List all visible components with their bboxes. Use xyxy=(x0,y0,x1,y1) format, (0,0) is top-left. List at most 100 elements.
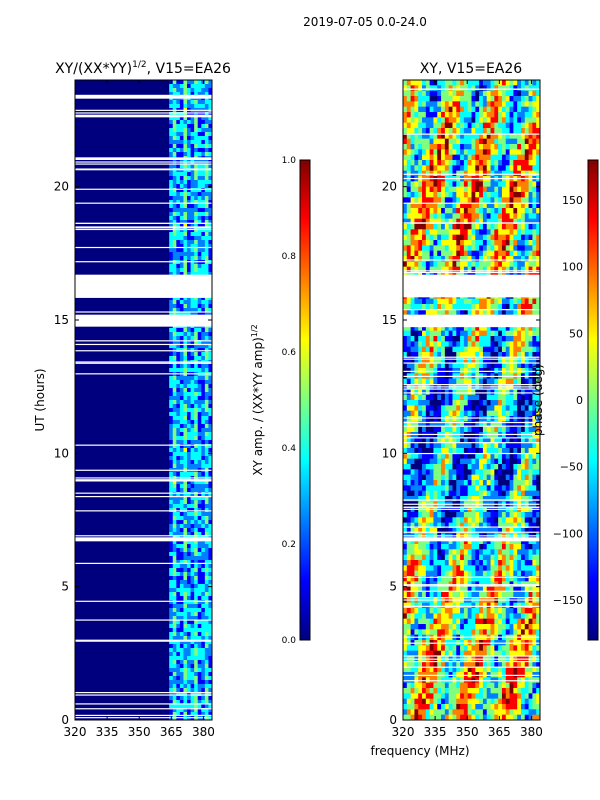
left-heatmap-cell xyxy=(172,540,177,545)
right-heatmap-cell xyxy=(490,421,495,428)
left-heatmap-cell xyxy=(190,184,195,189)
left-heatmap-cell xyxy=(169,460,174,465)
left-heatmap-cell xyxy=(204,272,209,277)
left-heatmap-cell xyxy=(179,416,184,421)
right-heatmap-cell xyxy=(517,512,522,518)
right-heatmap-cell xyxy=(463,400,469,406)
right-heatmap-cell xyxy=(490,218,495,225)
right-heatmap-cell xyxy=(425,469,431,476)
data-gap-line xyxy=(75,246,212,249)
right-heatmap-cell xyxy=(528,490,533,497)
data-gap-line xyxy=(75,168,212,170)
right-heatmap-cell xyxy=(498,330,503,337)
left-heatmap-cell xyxy=(197,548,202,553)
left-heatmap-cell xyxy=(187,116,192,121)
right-heatmap-cell xyxy=(414,170,419,177)
left-heatmap-cell xyxy=(187,656,192,661)
left-heatmap-cell xyxy=(169,672,174,677)
right-heatmap-cell xyxy=(456,496,461,502)
right-heatmap-cell xyxy=(410,442,415,449)
right-heatmap-cell xyxy=(486,458,492,465)
left-heatmap-cell xyxy=(194,704,199,709)
right-heatmap-cell xyxy=(456,213,461,220)
right-heatmap-cell xyxy=(418,117,423,124)
right-heatmap-cell xyxy=(509,410,514,417)
right-heatmap-cell xyxy=(437,448,442,454)
right-heatmap-cell xyxy=(433,517,438,524)
left-heatmap-cell xyxy=(172,100,177,105)
right-heatmap-cell xyxy=(520,266,526,273)
left-heatmap-cell xyxy=(179,220,184,225)
right-heatmap-cell xyxy=(536,426,540,433)
right-heatmap-cell xyxy=(463,106,469,113)
right-heatmap-cell xyxy=(463,138,469,145)
right-heatmap-cell xyxy=(475,405,480,412)
right-heatmap-cell xyxy=(460,96,465,102)
right-heatmap-cell xyxy=(463,128,469,134)
right-heatmap-cell xyxy=(460,229,465,236)
left-heatmap-cell xyxy=(183,80,188,85)
right-heatmap-cell xyxy=(501,448,507,454)
left-heatmap-cell xyxy=(194,176,199,181)
right-heatmap-cell xyxy=(460,245,465,252)
left-heatmap-cell xyxy=(187,184,192,189)
left-heatmap-cell xyxy=(194,224,199,229)
left-heatmap-cell xyxy=(194,604,199,609)
left-heatmap-cell xyxy=(190,440,195,445)
right-heatmap-cell xyxy=(414,309,419,316)
left-heatmap-cell xyxy=(201,664,206,669)
left-heatmap-cell xyxy=(190,420,195,425)
right-heatmap-cell xyxy=(482,240,488,246)
right-heatmap-cell xyxy=(505,378,511,385)
left-heatmap-cell xyxy=(183,352,188,357)
right-heatmap-cell xyxy=(433,464,438,470)
right-heatmap-cell xyxy=(520,186,526,193)
left-heatmap-cell xyxy=(169,532,174,537)
left-heatmap-cell xyxy=(201,564,206,569)
right-heatmap-cell xyxy=(475,186,480,193)
left-heatmap-cell xyxy=(194,84,199,89)
left-heatmap-cell xyxy=(190,648,195,653)
right-heatmap-cell xyxy=(528,80,533,86)
right-heatmap-cell xyxy=(520,474,526,481)
right-heatmap-cell xyxy=(448,517,453,524)
left-heatmap-cell xyxy=(176,488,181,493)
left-heatmap-cell xyxy=(190,692,195,697)
right-heatmap-cell xyxy=(403,181,408,188)
left-heatmap-cell xyxy=(201,224,206,229)
left-heatmap-cell xyxy=(208,496,212,501)
left-heatmap-cell xyxy=(183,208,188,213)
left-heatmap-cell xyxy=(179,424,184,429)
left-heatmap-cell xyxy=(169,492,174,497)
right-heatmap-cell xyxy=(475,341,480,348)
left-heatmap-cell xyxy=(172,508,177,513)
right-heatmap-cell xyxy=(520,453,526,460)
left-heatmap-cell xyxy=(201,584,206,589)
right-heatmap-cell xyxy=(444,464,450,470)
right-heatmap-cell xyxy=(524,154,530,161)
right-heatmap-cell xyxy=(460,160,465,166)
left-heatmap-cell xyxy=(194,508,199,513)
left-heatmap-cell xyxy=(187,644,192,649)
left-heatmap-cell xyxy=(183,124,188,129)
right-heatmap-cell xyxy=(494,352,499,358)
right-heatmap-cell xyxy=(429,90,434,97)
right-heatmap-cell xyxy=(494,122,499,129)
right-heatmap-cell xyxy=(422,304,427,310)
left-heatmap-cell xyxy=(201,352,206,357)
left-heatmap-cell xyxy=(169,92,174,97)
left-heatmap-cell xyxy=(190,516,195,521)
left-heatmap-cell xyxy=(201,696,206,701)
left-heatmap-cell xyxy=(179,600,184,605)
left-heatmap-cell xyxy=(204,388,209,393)
right-heatmap-cell xyxy=(448,474,453,481)
left-heatmap-cell xyxy=(201,548,206,553)
left-heatmap-cell xyxy=(190,344,195,349)
right-heatmap-cell xyxy=(524,106,530,113)
left-heatmap-cell xyxy=(176,600,181,605)
right-heatmap-cell xyxy=(498,346,503,353)
left-heatmap-cell xyxy=(204,192,209,197)
right-heatmap-cell xyxy=(471,410,476,417)
right-heatmap-cell xyxy=(498,378,503,385)
right-heatmap-cell xyxy=(463,474,469,481)
